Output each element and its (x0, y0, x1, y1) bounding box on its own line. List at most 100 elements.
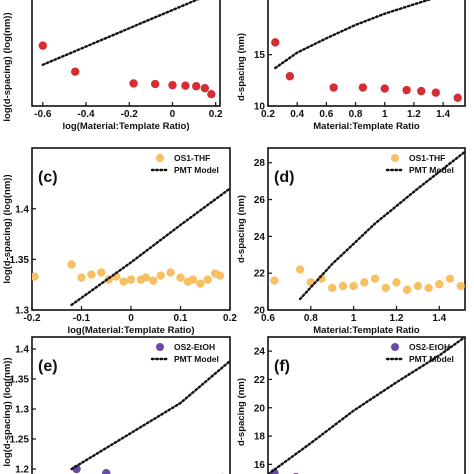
x-tick-label: -0.4 (77, 109, 95, 120)
y-tick-label: 1.25 (10, 435, 30, 446)
legend-label: OS1-THF (174, 153, 210, 163)
data-point (215, 271, 225, 280)
x-tick-label: 0.2 (209, 109, 223, 120)
y-tick-label: 20 (254, 306, 266, 317)
y-tick-label: 15 (254, 50, 266, 61)
panel-letter: (f) (274, 358, 290, 375)
y-axis-label: log(d-spacing) (log(nm)) (2, 357, 13, 466)
x-tick-label: 1 (382, 109, 388, 120)
data-point (150, 79, 160, 89)
data-point (196, 279, 205, 288)
y-tick-label: 1.2 (15, 465, 29, 474)
data-point (381, 283, 390, 293)
y-tick-label: 26 (254, 195, 266, 206)
pmt-model-line (268, 337, 465, 474)
y-axis-label: log(d-spacing) (log(nm)) (2, 12, 13, 121)
data-point (149, 276, 158, 285)
y-tick-label: 22 (254, 269, 266, 280)
legend-label: PMT Model (174, 165, 219, 175)
data-point (402, 85, 411, 95)
chart-panel-6: 16 18 20 22 24 d-spacing (nm) (f) OS2-EtOH PMT M… (236, 336, 466, 474)
legend-marker (156, 154, 164, 162)
x-tick-label: 0 (128, 313, 134, 324)
x-tick-label: -0.2 (23, 313, 41, 324)
plot-area (38, 0, 216, 99)
pmt-model-line (274, 0, 432, 70)
data-point (176, 273, 185, 282)
y-tick-label: 10 (254, 102, 266, 113)
y-axis-label: d-spacing (nm) (236, 33, 247, 101)
y-tick-label: 1.3 (15, 306, 29, 317)
pmt-model-line (41, 0, 200, 67)
chart-panel-4: 0.6 0.8 1 1.2 1.4 20 22 24 26 28 Material:Template… (236, 147, 466, 336)
x-tick-label: 0.2 (261, 109, 275, 120)
plot-frame (31, 0, 221, 107)
data-point (129, 79, 138, 88)
data-point (295, 265, 305, 274)
legend-label: OS2-EtOH (174, 342, 215, 352)
legend-marker (391, 343, 399, 351)
data-point (424, 283, 433, 293)
data-point (71, 67, 80, 76)
plot-area (33, 359, 230, 474)
legend-label: PMT Model (174, 354, 219, 364)
plot-area (268, 337, 465, 474)
data-point (285, 72, 295, 81)
data-point (87, 270, 96, 279)
data-point (370, 274, 380, 283)
data-point (141, 273, 151, 282)
x-tick-label: 1.2 (390, 313, 404, 324)
legend-marker (391, 154, 399, 162)
x-tick-label: 0.2 (223, 313, 237, 324)
x-tick-label: 1.4 (432, 313, 446, 324)
data-point (200, 83, 210, 93)
y-tick-label: 24 (254, 347, 266, 358)
x-tick-label: -0.2 (121, 109, 139, 120)
data-point (38, 41, 48, 50)
y-tick-label: 18 (254, 432, 266, 443)
data-point (453, 93, 462, 102)
data-point (413, 281, 423, 291)
x-tick-label: 1.2 (407, 109, 421, 120)
y-tick-label: 24 (254, 232, 266, 243)
y-tick-label: 28 (254, 158, 266, 169)
x-tick-label: 0.8 (349, 109, 363, 120)
x-axis-label: log(Material:Template Ratio) (67, 325, 194, 336)
data-point (67, 260, 76, 269)
y-tick-label: 1.4 (15, 204, 29, 215)
data-point (168, 80, 177, 90)
legend-marker (156, 343, 164, 351)
data-point (97, 268, 106, 277)
x-tick-label: 1.4 (436, 109, 450, 120)
data-point (445, 274, 455, 283)
plot-frame (31, 336, 231, 474)
y-tick-label: 16 (254, 460, 266, 471)
y-tick-label: 20 (254, 403, 266, 414)
data-point (156, 271, 165, 280)
pmt-model-line (70, 359, 230, 471)
x-tick-label: -0.1 (73, 313, 91, 324)
data-point (119, 277, 128, 286)
data-point (181, 81, 190, 90)
pmt-model-line (70, 187, 230, 307)
legend-label: OS2-EtOH (409, 342, 450, 352)
x-tick-label: 0.4 (290, 109, 304, 120)
legend-label: OS1-THF (409, 153, 445, 163)
data-point (338, 281, 348, 291)
data-point (126, 275, 136, 284)
data-point (380, 84, 389, 93)
x-axis-label: log(Material:Template Ratio) (62, 121, 189, 132)
y-tick-label: 1.35 (10, 255, 30, 266)
data-point (329, 83, 338, 92)
plot-area (32, 187, 230, 307)
data-point (32, 272, 39, 281)
panel-letter: (d) (274, 169, 294, 186)
chart-panel-1: -0.6 -0.4 -0.2 0 0.2 log(Material:Template Ra… (2, 0, 223, 132)
y-tick-label: 1.3 (15, 405, 29, 416)
data-point (360, 278, 369, 287)
x-tick-label: 0.6 (261, 313, 275, 324)
x-tick-label: 1 (351, 313, 357, 324)
panel-letter: (c) (38, 169, 58, 186)
